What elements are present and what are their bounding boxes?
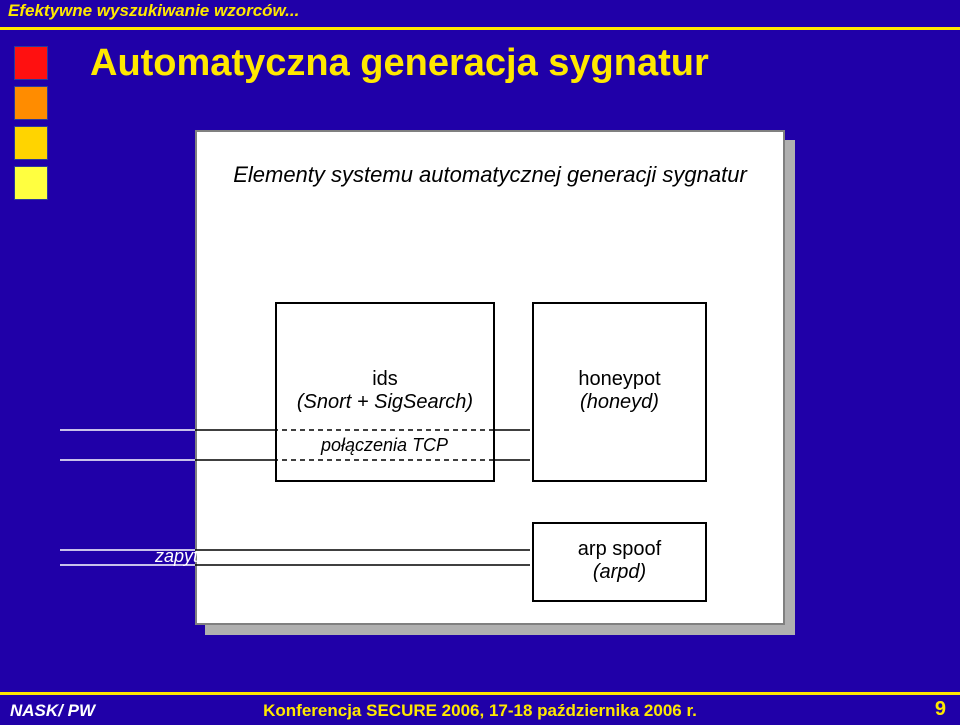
deco-square bbox=[14, 166, 48, 200]
side-decoration bbox=[14, 46, 48, 206]
slide-page: Efektywne wyszukiwanie wzorców... Automa… bbox=[0, 0, 960, 725]
deco-square bbox=[14, 86, 48, 120]
arp-label: arp spoof bbox=[534, 538, 705, 561]
honeypot-box: honeypot (honeyd) bbox=[532, 302, 707, 482]
diagram-panel: Elementy systemu automatycznej generacji… bbox=[195, 130, 785, 625]
arp-box: arp spoof (arpd) bbox=[532, 522, 707, 602]
footer-bar: NASK/ PW Konferencja SECURE 2006, 17-18 … bbox=[0, 692, 960, 725]
slide-title: Automatyczna generacja sygnatur bbox=[90, 42, 709, 85]
honeypot-sublabel: (honeyd) bbox=[534, 391, 705, 414]
deco-square bbox=[14, 46, 48, 80]
footer-center: Konferencja SECURE 2006, 17-18 październ… bbox=[0, 701, 960, 721]
honeypot-label: honeypot bbox=[534, 368, 705, 391]
header-text: Efektywne wyszukiwanie wzorców... bbox=[8, 1, 299, 20]
ids-label: ids bbox=[277, 368, 493, 391]
arp-sublabel: (arpd) bbox=[534, 561, 705, 584]
deco-square bbox=[14, 126, 48, 160]
tcp-label: połączenia TCP bbox=[317, 435, 452, 456]
arp-query-label: zapytanie arp bbox=[155, 546, 263, 567]
footer-right: 9 bbox=[935, 698, 946, 721]
ids-sublabel: (Snort + SigSearch) bbox=[277, 391, 493, 414]
panel-subtitle: Elementy systemu automatycznej generacji… bbox=[197, 162, 783, 188]
header-bar: Efektywne wyszukiwanie wzorców... bbox=[0, 0, 960, 30]
